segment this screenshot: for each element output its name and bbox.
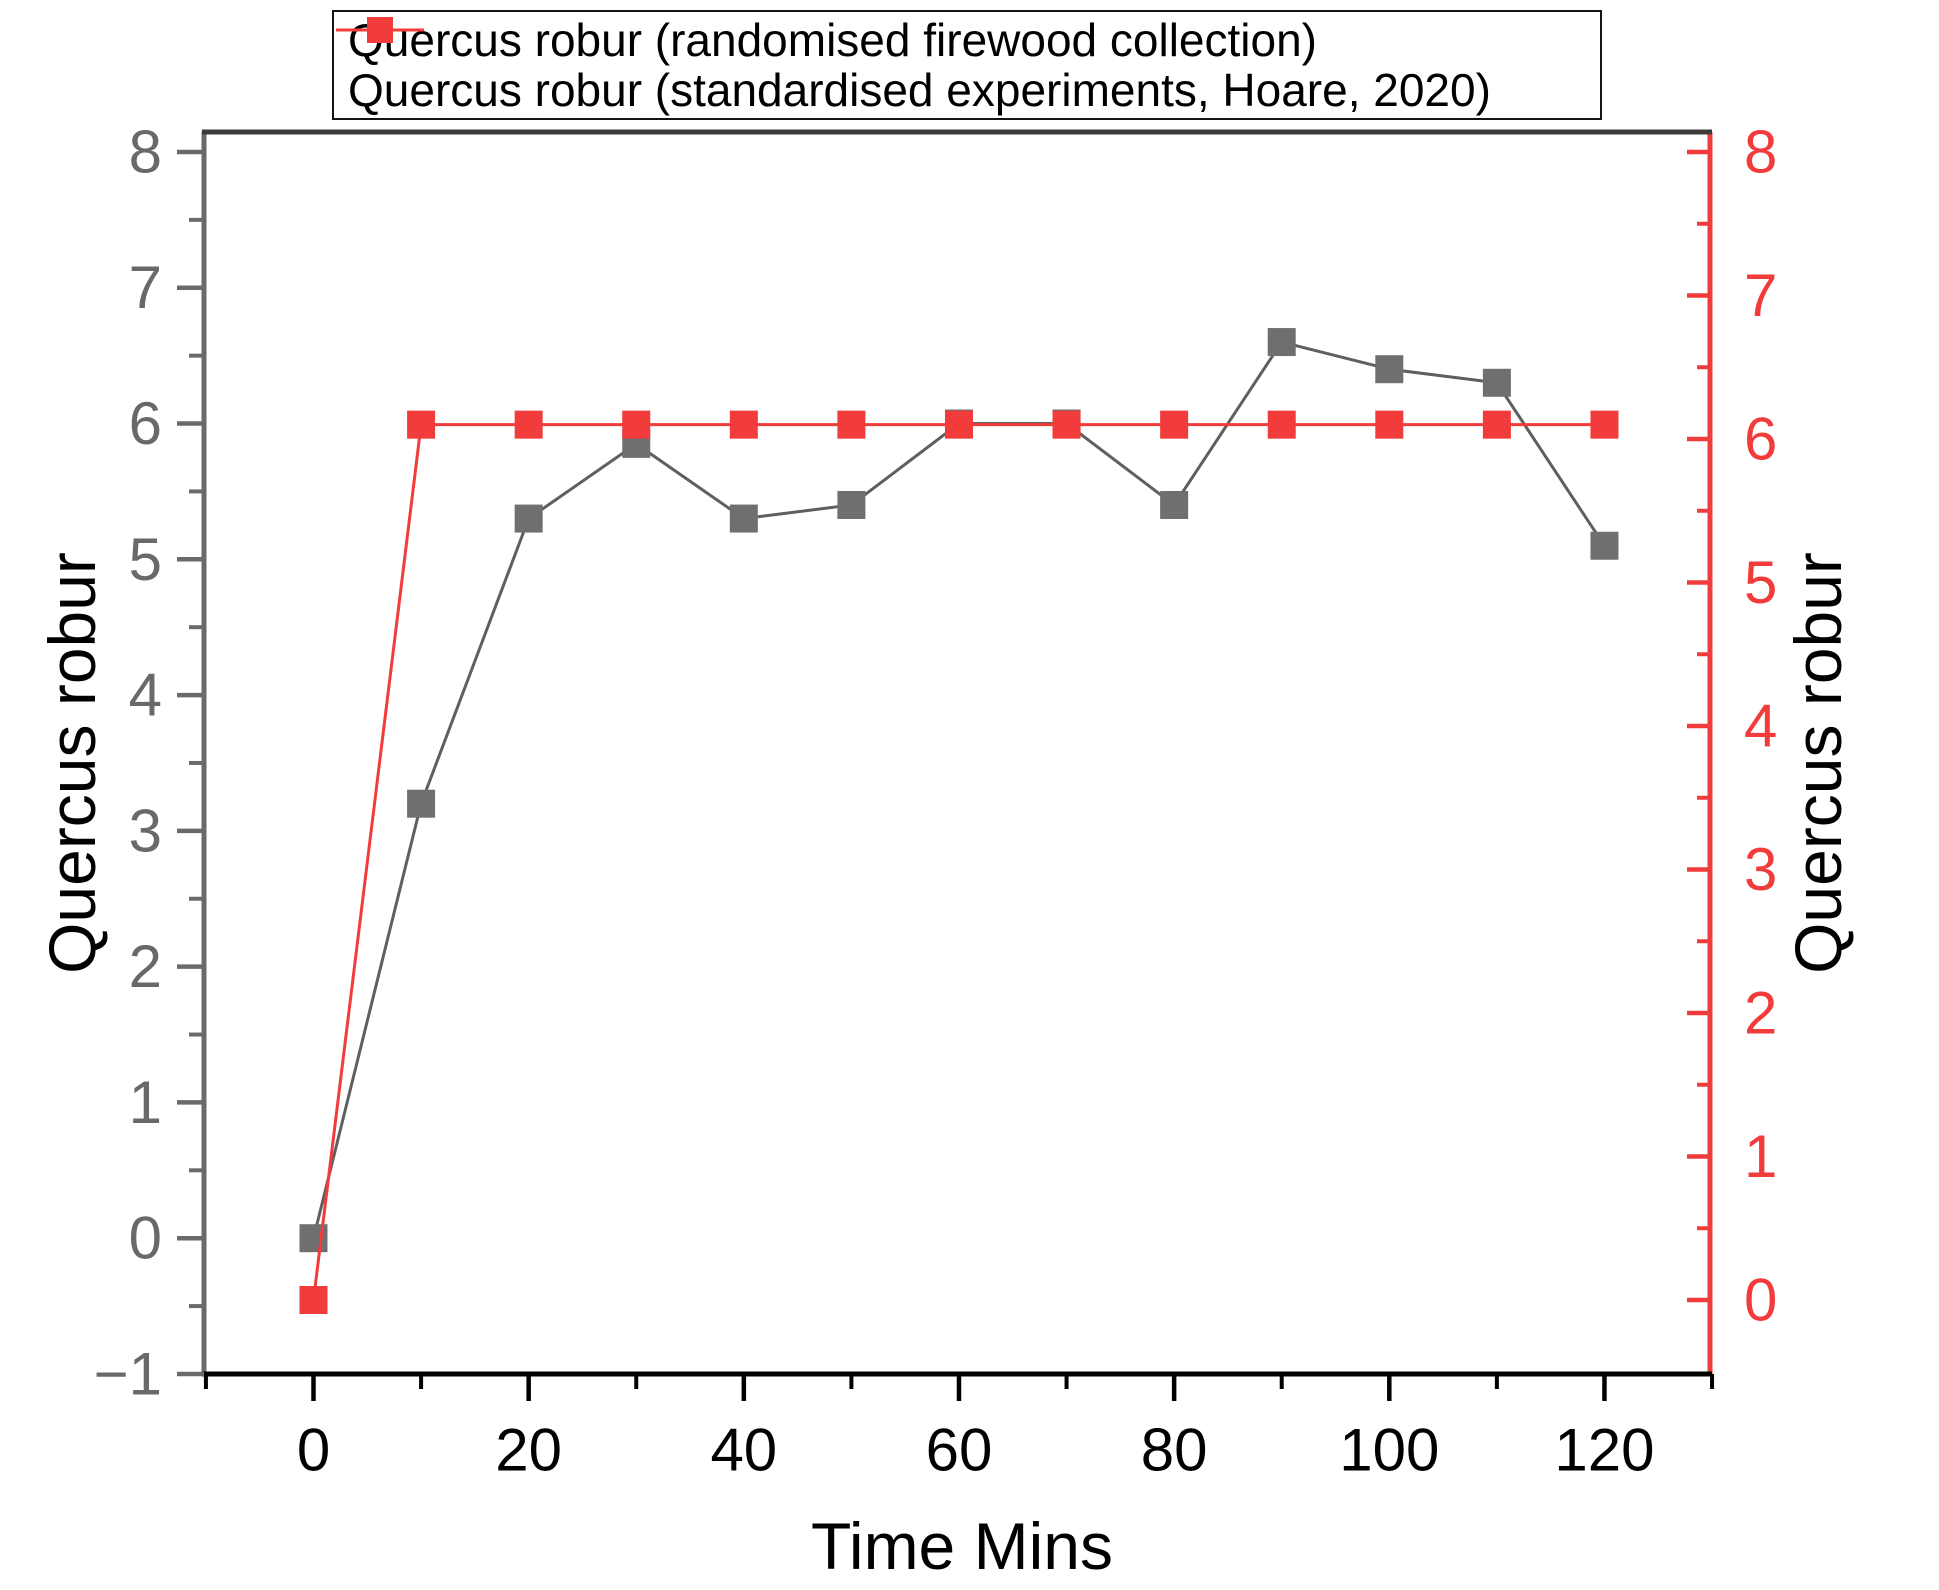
data-point-randomised	[1482, 368, 1511, 397]
data-point-randomised	[1590, 531, 1619, 560]
legend-item-standardised: Quercus robur (standardised experiments,…	[336, 17, 1586, 116]
data-point-standardised	[299, 1286, 328, 1314]
legend-label-randomised: Quercus robur (randomised firewood colle…	[348, 14, 1317, 66]
data-point-randomised	[729, 504, 758, 533]
data-point-standardised	[729, 410, 758, 439]
series-line-standardised	[312, 423, 1605, 1301]
x-axis-title: Time Mins	[811, 1509, 1113, 1583]
y-right-tick-label: 3	[1744, 836, 1777, 903]
y-right-tick-label: 2	[1744, 980, 1777, 1047]
y-right-tick-label: 4	[1744, 693, 1777, 760]
legend: Quercus robur (randomised firewood colle…	[332, 10, 1602, 120]
y-right-tick-label: 5	[1744, 549, 1777, 616]
legend-label-standardised: Quercus robur (standardised experiments,…	[348, 64, 1491, 116]
y-right-tick-label: 1	[1744, 1123, 1777, 1190]
x-tick-label: 120	[1554, 1417, 1654, 1484]
data-point-standardised	[407, 410, 436, 439]
data-point-standardised	[1052, 410, 1081, 439]
y-left-tick-label: 6	[129, 390, 162, 457]
x-tick-label: 20	[495, 1417, 562, 1484]
x-tick-label: 40	[710, 1417, 777, 1484]
y-left-tick-label: 4	[129, 662, 162, 729]
x-tick-label: 60	[926, 1417, 993, 1484]
data-point-standardised	[944, 410, 973, 439]
y-left-tick-label: 2	[129, 933, 162, 1000]
data-point-standardised	[514, 410, 543, 439]
data-point-standardised	[1267, 410, 1296, 439]
data-point-standardised	[1482, 410, 1511, 439]
data-point-standardised	[837, 410, 866, 439]
y-right-tick-label: 7	[1744, 262, 1777, 329]
y-axis-title-right: Quercus robur	[1781, 552, 1855, 974]
y-left-tick-label: 1	[129, 1069, 162, 1136]
y-right-tick-label: 0	[1744, 1267, 1777, 1334]
series-line-randomised	[312, 340, 1606, 1239]
x-tick-label: 80	[1141, 1417, 1208, 1484]
x-tick-label: 0	[297, 1417, 330, 1484]
y-left-tick-label: 8	[129, 118, 162, 185]
data-point-standardised	[1375, 410, 1404, 439]
y-left-tick-label: 7	[129, 254, 162, 321]
y-left-tick-label: 5	[129, 526, 162, 593]
y-left-tick-label: −1	[94, 1340, 162, 1407]
data-point-randomised	[514, 504, 543, 533]
y-left-tick-label: 0	[129, 1205, 162, 1272]
data-point-randomised	[1375, 355, 1404, 384]
x-tick-label: 100	[1339, 1417, 1439, 1484]
y-right-tick-label: 6	[1744, 406, 1777, 473]
data-point-randomised	[1160, 490, 1189, 519]
data-point-standardised	[1160, 410, 1189, 439]
y-left-tick-label: 3	[129, 797, 162, 864]
data-point-randomised	[1267, 328, 1296, 357]
data-point-standardised	[622, 410, 651, 439]
legend-item-randomised: Quercus robur (randomised firewood colle…	[336, 14, 1586, 66]
y-right-tick-label: 8	[1744, 119, 1777, 186]
legend-swatch-red-line-square-icon	[336, 17, 424, 43]
data-point-randomised	[407, 789, 436, 818]
data-point-randomised	[837, 490, 866, 519]
y-axis-title-left: Quercus robur	[35, 552, 109, 974]
data-point-standardised	[1590, 410, 1619, 439]
